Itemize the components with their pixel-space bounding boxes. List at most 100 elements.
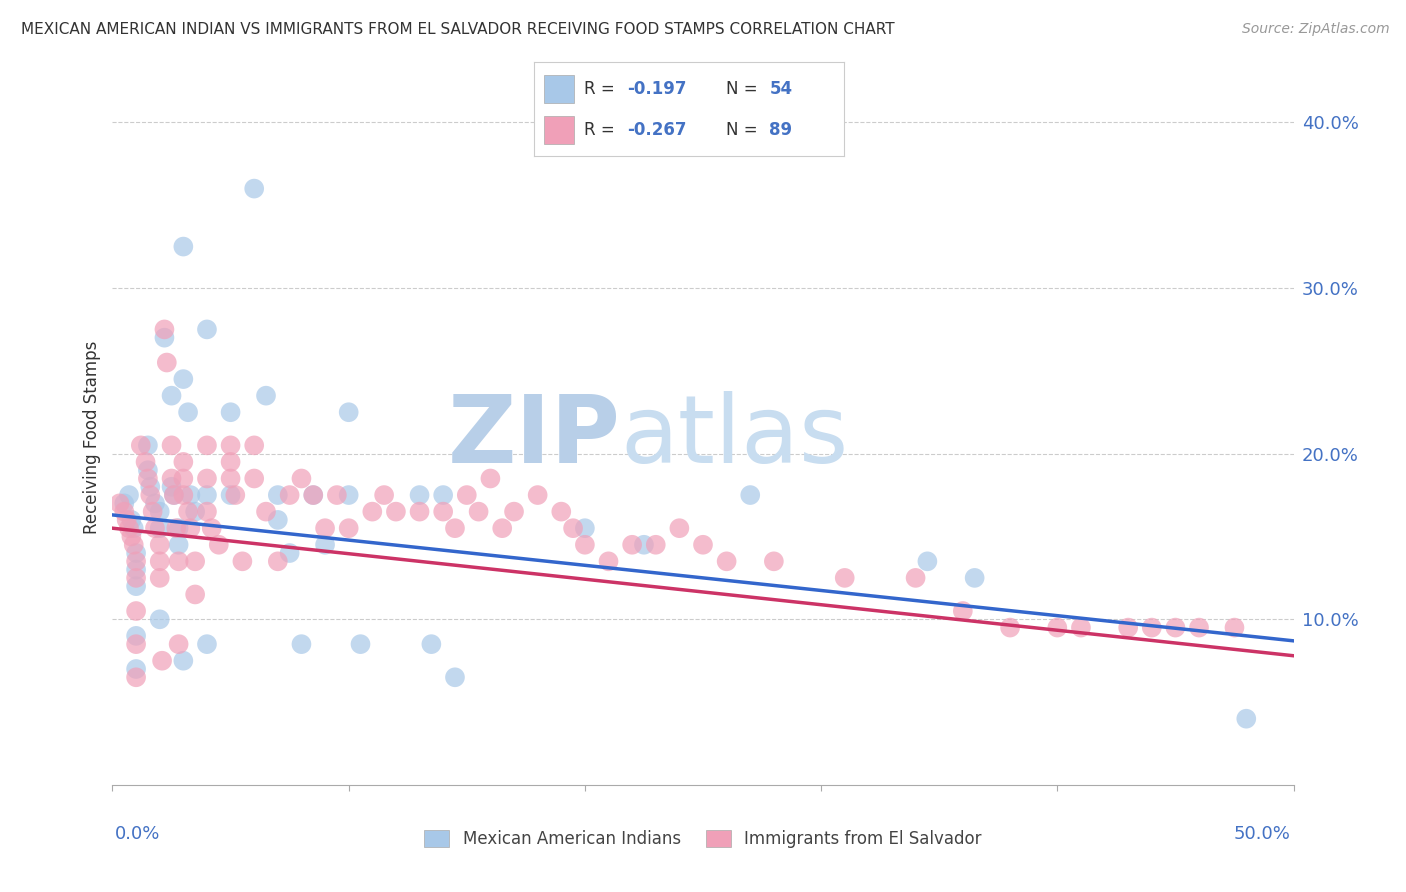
Point xyxy=(1234,712,1257,726)
Point xyxy=(254,505,277,519)
Point xyxy=(834,571,856,585)
Point xyxy=(163,488,186,502)
Point xyxy=(326,488,349,502)
Point xyxy=(1070,621,1092,635)
Point xyxy=(167,521,190,535)
Point xyxy=(314,521,336,535)
Point xyxy=(125,546,148,560)
Point xyxy=(142,505,165,519)
Point xyxy=(243,181,266,195)
Point xyxy=(108,496,131,510)
Point xyxy=(1140,621,1163,635)
Point xyxy=(136,438,159,452)
Text: MEXICAN AMERICAN INDIAN VS IMMIGRANTS FROM EL SALVADOR RECEIVING FOOD STAMPS COR: MEXICAN AMERICAN INDIAN VS IMMIGRANTS FR… xyxy=(21,22,894,37)
Point xyxy=(143,496,166,510)
Point xyxy=(195,505,218,519)
Point xyxy=(314,538,336,552)
Point xyxy=(195,488,218,502)
Point xyxy=(135,455,157,469)
Point xyxy=(224,488,246,502)
Point xyxy=(456,488,478,502)
Point xyxy=(125,637,148,651)
Point xyxy=(149,521,172,535)
Text: Source: ZipAtlas.com: Source: ZipAtlas.com xyxy=(1241,22,1389,37)
Point xyxy=(149,571,172,585)
Point xyxy=(179,488,201,502)
Point xyxy=(153,331,176,345)
Point xyxy=(172,239,194,253)
Point xyxy=(122,538,145,552)
Point xyxy=(195,322,218,336)
Point xyxy=(112,496,135,510)
Point xyxy=(621,538,644,552)
Point xyxy=(361,505,384,519)
Point xyxy=(1046,621,1069,635)
Point xyxy=(172,455,194,469)
Point xyxy=(952,604,974,618)
Point xyxy=(408,488,430,502)
Text: -0.197: -0.197 xyxy=(627,79,686,97)
Point xyxy=(136,471,159,485)
Point xyxy=(115,513,138,527)
Point xyxy=(125,571,148,585)
Point xyxy=(644,538,666,552)
Point xyxy=(562,521,585,535)
Point xyxy=(160,480,183,494)
Point xyxy=(444,670,467,684)
Point xyxy=(163,488,186,502)
Text: R =: R = xyxy=(583,121,620,139)
Point xyxy=(219,405,242,419)
Point xyxy=(149,554,172,568)
Point xyxy=(373,488,395,502)
Text: R =: R = xyxy=(583,79,620,97)
Point xyxy=(432,488,454,502)
Point xyxy=(290,471,312,485)
Point xyxy=(125,579,148,593)
Point xyxy=(219,438,242,452)
Point xyxy=(160,471,183,485)
Point xyxy=(208,538,231,552)
Point xyxy=(503,505,526,519)
Point xyxy=(278,546,301,560)
Point xyxy=(219,488,242,502)
Point xyxy=(762,554,785,568)
Point xyxy=(491,521,513,535)
Y-axis label: Receiving Food Stamps: Receiving Food Stamps xyxy=(83,341,101,533)
Point xyxy=(122,521,145,535)
Point xyxy=(120,513,142,527)
Point xyxy=(125,629,148,643)
Point xyxy=(267,554,290,568)
Point xyxy=(172,488,194,502)
Point xyxy=(267,513,290,527)
Point xyxy=(139,488,162,502)
Point xyxy=(917,554,939,568)
Point xyxy=(195,637,218,651)
Point xyxy=(125,604,148,618)
Point xyxy=(150,654,173,668)
Point xyxy=(136,463,159,477)
Point xyxy=(184,505,207,519)
Point xyxy=(574,538,596,552)
FancyBboxPatch shape xyxy=(544,75,575,103)
Text: N =: N = xyxy=(725,79,763,97)
Point xyxy=(267,488,290,502)
Point xyxy=(184,554,207,568)
Point xyxy=(118,488,141,502)
Point xyxy=(125,670,148,684)
Point xyxy=(243,471,266,485)
Point xyxy=(177,405,200,419)
Point xyxy=(167,637,190,651)
Point xyxy=(716,554,738,568)
Point xyxy=(177,505,200,519)
Point xyxy=(432,505,454,519)
Text: N =: N = xyxy=(725,121,763,139)
Text: atlas: atlas xyxy=(620,391,849,483)
Point xyxy=(1223,621,1246,635)
Point xyxy=(598,554,620,568)
Point xyxy=(420,637,443,651)
Point xyxy=(125,662,148,676)
Point xyxy=(302,488,325,502)
Point xyxy=(692,538,714,552)
Text: 50.0%: 50.0% xyxy=(1234,825,1291,843)
Point xyxy=(243,438,266,452)
